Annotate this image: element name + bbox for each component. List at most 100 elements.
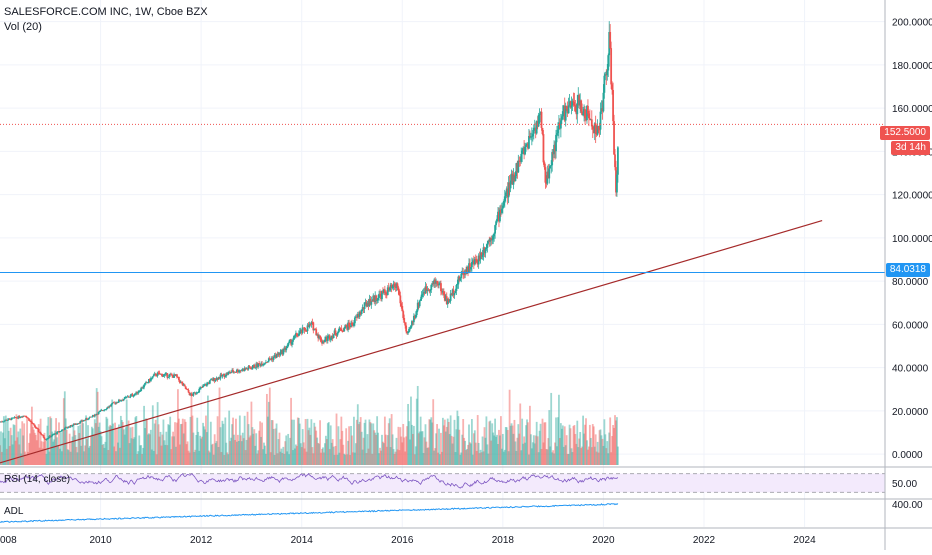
candle-body xyxy=(230,372,233,374)
candle-body xyxy=(299,329,302,332)
candle-body xyxy=(153,373,156,375)
candle-body xyxy=(218,377,221,379)
candle-body xyxy=(163,374,166,376)
candle-body xyxy=(342,331,345,332)
volume-bar xyxy=(412,433,414,465)
candle-body xyxy=(317,334,320,339)
candle-body xyxy=(560,116,563,121)
candle-body xyxy=(329,338,332,340)
volume-bar xyxy=(295,446,298,465)
candle-body xyxy=(101,410,104,411)
candle-body xyxy=(49,435,52,438)
candle-body xyxy=(266,361,269,363)
volume-bar xyxy=(48,451,51,465)
volume-bar xyxy=(423,437,426,465)
volume-bar xyxy=(83,451,86,465)
volume-bar xyxy=(552,450,555,465)
candle-body xyxy=(305,330,308,332)
candle-body xyxy=(249,367,252,369)
candle-body xyxy=(237,371,240,373)
candle-body xyxy=(190,393,193,396)
volume-bar xyxy=(231,424,233,465)
volume-bar xyxy=(429,419,432,465)
candle-body xyxy=(373,295,376,303)
volume-bar xyxy=(391,434,394,465)
symbol-legend[interactable]: SALESFORCE.COM INC, 1W, Cboe BZX xyxy=(4,6,208,18)
adl-tick-label: 400.00 xyxy=(892,500,923,511)
volume-bar xyxy=(72,425,75,465)
candle-body xyxy=(409,328,411,330)
candle-body xyxy=(559,120,562,129)
volume-bar xyxy=(302,442,305,465)
volume-bar xyxy=(406,426,409,465)
candle-body xyxy=(529,136,531,138)
candle-body xyxy=(43,437,46,440)
volume-bar xyxy=(218,387,221,465)
volume-bar xyxy=(96,391,99,465)
volume-bar xyxy=(276,453,279,465)
volume-bar xyxy=(482,451,485,465)
volume-bar xyxy=(578,438,581,465)
volume-bar xyxy=(509,425,512,465)
volume-bar xyxy=(126,424,129,465)
volume-bar xyxy=(328,449,331,465)
candle-body xyxy=(20,416,23,418)
y-tick-label: 60.0000 xyxy=(892,320,929,331)
volume-bar xyxy=(74,435,77,465)
candle-body xyxy=(217,377,220,380)
candle-body xyxy=(31,422,33,424)
volume-bar xyxy=(339,439,342,465)
volume-bar xyxy=(500,448,503,465)
candle-body xyxy=(19,417,22,419)
volume-legend[interactable]: Vol (20) xyxy=(4,21,42,33)
volume-bar xyxy=(73,430,76,465)
adl-legend[interactable]: ADL xyxy=(4,506,24,517)
volume-bar xyxy=(437,452,439,465)
candle-body xyxy=(275,353,278,358)
volume-bar xyxy=(254,445,257,465)
candle-body xyxy=(401,305,404,312)
volume-bar xyxy=(324,435,327,465)
volume-bar xyxy=(32,429,35,465)
candle-body xyxy=(573,101,576,106)
volume-bar xyxy=(153,423,156,465)
candle-body xyxy=(615,167,617,193)
candle-body xyxy=(455,285,458,292)
adl-pane xyxy=(0,503,619,523)
volume-bar xyxy=(110,425,113,465)
volume-bar xyxy=(31,406,33,465)
volume-bar xyxy=(324,443,326,465)
volume-bar xyxy=(417,433,420,465)
candle-body xyxy=(376,300,379,302)
candle-body xyxy=(75,423,78,425)
volume-bar xyxy=(295,444,297,465)
volume-bar xyxy=(538,430,541,465)
candle-body xyxy=(441,291,443,293)
volume-bar xyxy=(119,447,121,465)
volume-bar xyxy=(66,449,69,465)
rsi-legend[interactable]: RSI (14, close) xyxy=(4,474,71,485)
candle-body xyxy=(500,209,502,213)
volume-bar xyxy=(419,416,422,465)
volume-bar xyxy=(55,418,57,465)
candle-body xyxy=(112,402,115,404)
candle-body xyxy=(399,295,402,304)
candle-body xyxy=(372,295,375,302)
volume-bar xyxy=(436,424,438,465)
candle-body xyxy=(590,119,593,127)
volume-bar xyxy=(539,423,542,465)
volume-bar xyxy=(361,449,364,465)
candle-body xyxy=(483,247,486,254)
candle-body xyxy=(588,118,591,120)
drawing-overlays[interactable] xyxy=(0,123,885,464)
candle-body xyxy=(375,295,378,301)
volume-bar xyxy=(580,448,583,465)
candle-body xyxy=(454,291,457,293)
volume-bar xyxy=(267,401,270,465)
candle-body xyxy=(231,370,233,373)
candle-body xyxy=(477,255,480,265)
candle-body xyxy=(472,260,475,265)
volume-bar xyxy=(376,416,379,465)
